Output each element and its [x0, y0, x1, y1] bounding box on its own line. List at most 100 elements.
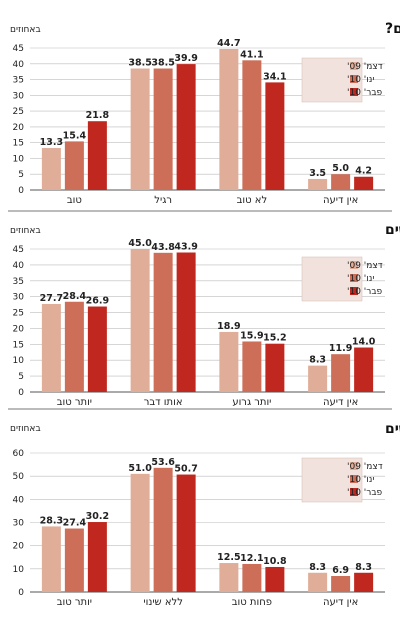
bar: [153, 68, 173, 190]
legend-label: דצמ' 09': [347, 261, 383, 271]
x-category-label: אין דיעה: [323, 597, 358, 608]
bar: [153, 252, 173, 392]
data-label: 27.7: [40, 293, 63, 304]
data-label: 53.6: [151, 457, 175, 468]
data-label: 15.9: [240, 330, 263, 341]
chart-panel-2: המצב הכלכלי במשק בעוד 6 חודשים באחוזים 0…: [10, 222, 400, 408]
legend-swatch: [350, 462, 358, 470]
x-category-label: יותר גרוע: [232, 397, 271, 408]
data-label: 45.0: [128, 238, 152, 249]
bar: [130, 68, 150, 190]
data-label: 12.1: [240, 553, 263, 564]
chart-title: המצב הכלכלי האישי בעוד 6 חודשים: [385, 421, 400, 437]
y-tick-label: 25: [13, 309, 24, 319]
data-label: 51.0: [128, 463, 152, 474]
bar: [176, 252, 196, 392]
x-category-label: יותר טוב: [57, 597, 92, 608]
y-tick-label: 30: [13, 91, 25, 101]
data-label: 14.0: [352, 337, 376, 348]
data-label: 5.0: [332, 163, 349, 174]
data-label: 26.9: [86, 296, 109, 307]
legend-swatch: [350, 62, 358, 70]
y-tick-label: 10: [13, 154, 25, 164]
legend-label: פבר' 10': [347, 488, 383, 498]
y-tick-label: 40: [13, 60, 25, 70]
y-tick-label: 5: [18, 372, 24, 382]
unit-label: באחוזים: [10, 25, 41, 35]
x-category-label: יותר טוב: [57, 397, 92, 408]
legend-label: ינו' 10': [347, 75, 374, 85]
data-label: 15.4: [63, 130, 87, 141]
y-tick-label: 10: [13, 356, 25, 366]
y-tick-label: 20: [13, 324, 25, 334]
data-label: 21.8: [86, 110, 110, 121]
y-tick-label: 25: [13, 107, 24, 117]
x-category-label: אין דיעה: [323, 397, 358, 408]
bar: [308, 178, 328, 190]
y-tick-label: 15: [13, 139, 24, 149]
data-label: 15.2: [263, 333, 286, 344]
bar: [265, 343, 285, 392]
bar: [242, 341, 262, 392]
bar: [354, 176, 374, 190]
chart-title: מה המצב הכלכלי במשק היום?: [385, 21, 400, 37]
legend-label: ינו' 10': [347, 475, 374, 485]
bar: [41, 148, 61, 190]
bar: [64, 301, 84, 392]
legend-swatch: [350, 261, 358, 269]
bar: [87, 522, 107, 592]
bar: [176, 474, 196, 592]
bar: [242, 60, 262, 190]
legend: דצמ' 09' ינו' 10' פבר' 10': [301, 256, 383, 302]
bar: [219, 331, 239, 392]
legend-label: ינו' 10': [347, 274, 374, 284]
y-tick-label: 40: [13, 495, 25, 505]
data-label: 11.9: [329, 343, 352, 354]
x-category-label: רגיל: [154, 195, 172, 206]
legend-label: דצמ' 09': [347, 62, 383, 72]
data-label: 50.7: [174, 464, 197, 475]
bar: [64, 528, 84, 592]
chart-title: המצב הכלכלי במשק בעוד 6 חודשים: [385, 222, 400, 238]
data-label: 43.9: [174, 241, 197, 252]
y-tick-label: 45: [13, 245, 24, 255]
y-tick-label: 0: [18, 588, 24, 598]
chart-plot: 0 10 20 30 40 50 60 28.3 27.430.2 יותר טוב 51.053.…: [13, 449, 385, 608]
legend-swatch: [350, 274, 358, 282]
data-label: 8.3: [309, 355, 326, 366]
data-label: 38.5: [151, 58, 174, 69]
y-tick-label: 10: [13, 565, 25, 575]
y-tick-label: 60: [13, 449, 25, 459]
legend-swatch: [350, 488, 358, 496]
data-label: 38.5: [128, 58, 151, 69]
data-label: 28.4: [63, 291, 87, 302]
chart-panel-3: המצב הכלכלי האישי בעוד 6 חודשים באחוזים …: [10, 421, 400, 608]
chart-plot: 0 5 10 15 20 25 30 35 40 45 13.315.4 21.8 טוב 38.5 38.…: [13, 38, 385, 206]
y-tick-label: 5: [18, 170, 24, 180]
bar: [308, 365, 328, 392]
data-label: 4.2: [355, 166, 372, 177]
bar: [354, 347, 374, 392]
x-category-label: אותו דבר: [144, 397, 183, 408]
data-label: 8.3: [309, 562, 326, 573]
legend-swatch: [350, 287, 358, 295]
chart-plot: 0 5 10 15 20 25 30 35 40 45 27.7 28.4 26.9 יותר טוב 45…: [13, 238, 385, 408]
legend-label: פבר' 10': [347, 88, 383, 98]
data-label: 43.8: [151, 242, 175, 253]
bar: [331, 174, 351, 190]
y-tick-label: 0: [18, 388, 24, 398]
y-tick-label: 45: [13, 44, 24, 54]
data-label: 44.7: [217, 38, 240, 49]
y-tick-label: 0: [18, 186, 24, 196]
chart-panel-1: מה המצב הכלכלי במשק היום? באחוזים 0 5 10 15…: [10, 21, 400, 206]
bar: [308, 572, 328, 592]
x-category-label: פחות טוב: [232, 597, 272, 608]
unit-label: באחוזים: [10, 424, 41, 434]
data-label: 28.3: [40, 515, 63, 526]
data-label: 6.9: [332, 565, 349, 576]
y-tick-label: 40: [13, 261, 25, 271]
legend-label: פבר' 10': [347, 287, 383, 297]
x-category-label: טוב: [67, 195, 82, 206]
legend: דצמ' 09' ינו' 10' פבר' 10': [301, 457, 383, 503]
